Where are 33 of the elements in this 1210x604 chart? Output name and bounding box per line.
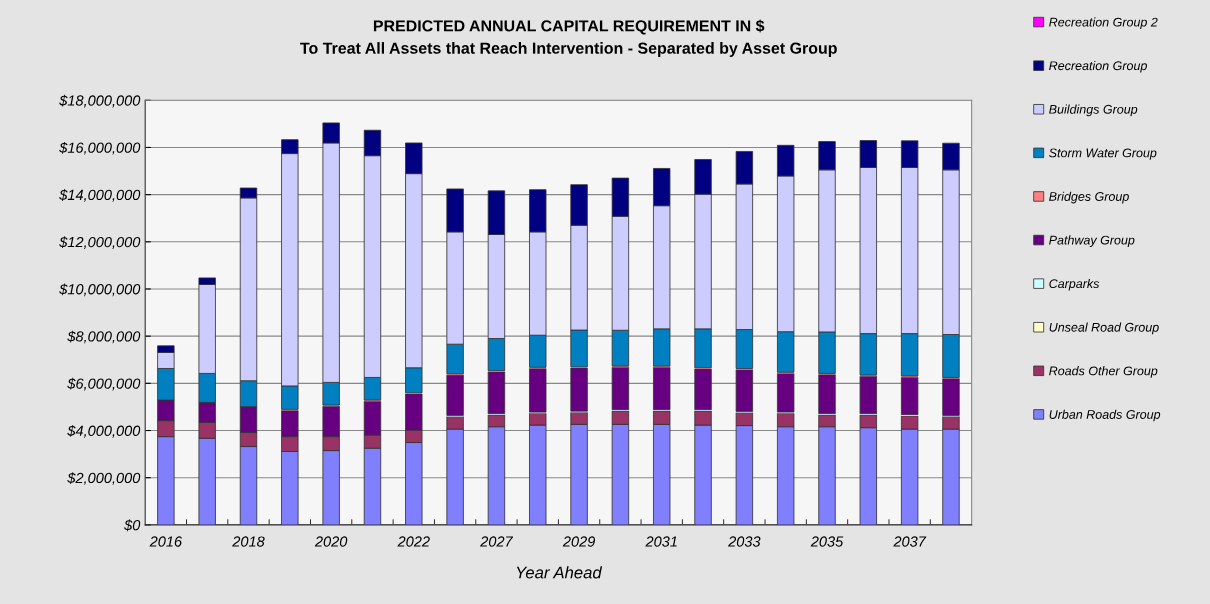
legend-label: Bridges Group [1049, 191, 1129, 204]
x-tick-label: 2022 [397, 536, 430, 547]
legend-label: Roads Other Group [1049, 366, 1158, 378]
y-tick-label: $16,000,000 [59, 141, 141, 155]
y-tick-label: $2,000,000 [67, 472, 141, 485]
y-tick-label: $4,000,000 [67, 425, 141, 438]
x-tick-label: 2033 [728, 536, 761, 547]
x-tick-label: 2037 [893, 536, 927, 547]
legend-label: Recreation Group [1049, 60, 1147, 73]
y-tick-label: $12,000,000 [59, 236, 141, 249]
y-tick-label: $0 [124, 519, 141, 532]
legend-label: Recreation Group 2 [1049, 17, 1158, 30]
x-tick-label: 2031 [645, 536, 677, 547]
chart-title: PREDICTED ANNUAL CAPITAL REQUIREMENT IN $ [373, 19, 765, 35]
x-axis-title: Year Ahead [516, 566, 603, 579]
x-tick-label: 2035 [810, 536, 844, 547]
legend-label: Pathway Group [1049, 235, 1135, 247]
legend-label: Unseal Road Group [1049, 322, 1159, 335]
legend-label: Urban Roads Group [1049, 409, 1161, 422]
chart-subtitle: To Treat All Assets that Reach Intervention - Separated by Asset Group [300, 42, 837, 57]
legend-label: Storm Water Group [1049, 148, 1157, 160]
y-tick-label: $8,000,000 [67, 330, 141, 344]
x-tick-label: 2018 [232, 536, 265, 547]
legend-label: Buildings Group [1049, 104, 1138, 117]
y-tick-label: $18,000,000 [59, 94, 141, 108]
legend-label: Carparks [1049, 278, 1100, 291]
x-tick-label: 2016 [149, 536, 183, 547]
x-tick-label: 2027 [480, 536, 514, 547]
x-tick-label: 2020 [314, 536, 348, 547]
x-tick-label: 2029 [562, 536, 595, 547]
y-tick-label: $10,000,000 [59, 283, 141, 297]
y-tick-label: $14,000,000 [59, 189, 141, 202]
y-tick-label: $6,000,000 [67, 377, 141, 391]
